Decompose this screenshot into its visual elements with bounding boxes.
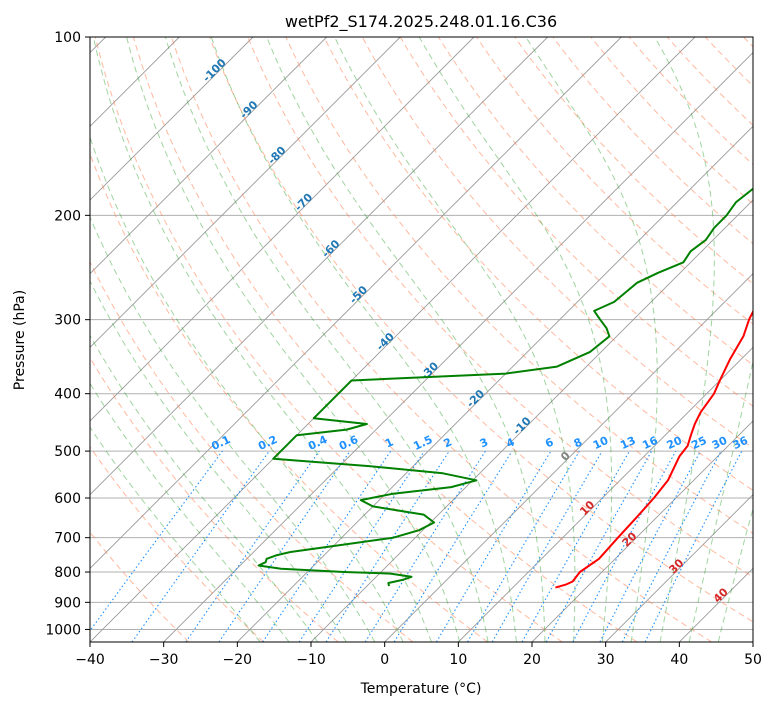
x-tick-label: 40 bbox=[670, 652, 688, 668]
isotherm-line bbox=[163, 52, 753, 642]
mixing-ratio-label: 25 bbox=[689, 434, 708, 452]
y-tick-label: 900 bbox=[54, 595, 81, 611]
y-tick-label: 600 bbox=[54, 491, 81, 507]
background-lines bbox=[90, 37, 753, 642]
sounding-profiles bbox=[257, 187, 753, 589]
dry-adiabat-line bbox=[132, 37, 638, 642]
y-tick-label: 100 bbox=[54, 30, 81, 46]
mixing-ratio-label: 20 bbox=[665, 434, 685, 452]
plot-area bbox=[90, 37, 753, 642]
axes: −40 −30 −20 −10 0 10 20 30 40 50 1000 900 800 700 600 5… bbox=[45, 30, 762, 668]
mixing-ratio-label: 13 bbox=[618, 434, 637, 452]
moist-adiabat-line bbox=[90, 135, 404, 642]
isotherm-line bbox=[531, 420, 753, 642]
mixing-ratio-line bbox=[521, 450, 630, 642]
dry-adiabat-line bbox=[90, 446, 264, 642]
isotherm-line bbox=[90, 37, 622, 569]
mixing-ratio-line bbox=[393, 450, 513, 642]
dewpoint-profile-line bbox=[257, 187, 753, 587]
dry-adiabat-line bbox=[247, 37, 753, 578]
isotherm-line bbox=[458, 346, 753, 642]
moist-adiabat-line bbox=[164, 37, 489, 642]
mixing-ratio-line bbox=[325, 450, 450, 642]
dry-adiabat-line bbox=[285, 37, 753, 535]
dry-adiabat-line bbox=[90, 260, 414, 642]
isotherm-line bbox=[237, 125, 753, 642]
isotherm-line bbox=[90, 37, 696, 642]
isotherm-line bbox=[90, 37, 254, 201]
y-tick-label: 200 bbox=[54, 208, 81, 224]
mixing-ratio-line bbox=[262, 450, 392, 642]
dry-adiabat-line bbox=[514, 37, 753, 285]
y-axis-label: Pressure (hPa) bbox=[12, 290, 28, 390]
dry-adiabat-line bbox=[171, 37, 712, 642]
dry-adiabat-line bbox=[94, 37, 563, 642]
moist-adiabat-line bbox=[92, 37, 432, 642]
x-tick-label: 30 bbox=[597, 652, 615, 668]
mixing-ratio-label: 30 bbox=[710, 434, 730, 452]
moist-adiabat-line bbox=[266, 37, 546, 642]
moist-adiabat-line bbox=[418, 37, 613, 642]
y-tick-label: 400 bbox=[54, 387, 81, 403]
x-tick-label: 0 bbox=[380, 652, 389, 668]
x-tick-label: −40 bbox=[75, 652, 105, 668]
mixing-ratio-label: 16 bbox=[640, 434, 660, 452]
moist-adiabat-line bbox=[90, 334, 319, 642]
isotherm-line bbox=[90, 37, 475, 422]
moist-adiabat-line bbox=[717, 506, 753, 642]
x-tick-label: 50 bbox=[744, 652, 762, 668]
x-tick-label: 10 bbox=[449, 652, 467, 668]
y-tick-label: 300 bbox=[54, 313, 81, 329]
mixing-ratio-line bbox=[218, 450, 351, 642]
y-tick-label: 1000 bbox=[45, 622, 81, 638]
x-tick-label: 20 bbox=[523, 652, 541, 668]
x-tick-label: −20 bbox=[223, 652, 253, 668]
isotherm-line bbox=[90, 37, 548, 496]
moist-adiabat-line bbox=[334, 37, 576, 642]
moist-adiabat-line bbox=[525, 37, 658, 642]
mixing-ratio-line bbox=[644, 450, 743, 642]
dry-adiabat-line bbox=[323, 37, 753, 491]
x-tick-label: −10 bbox=[296, 652, 326, 668]
mixing-ratio-line bbox=[545, 450, 653, 642]
isotherm-line bbox=[90, 37, 327, 275]
plot-frame bbox=[89, 36, 754, 643]
dry-adiabat-line bbox=[476, 37, 753, 325]
moist-adiabat-line bbox=[688, 358, 753, 642]
moist-adiabat-line bbox=[126, 37, 461, 642]
mixing-ratio-line bbox=[90, 450, 223, 632]
dry-adiabat-line bbox=[90, 356, 339, 642]
isotherm-line bbox=[384, 273, 753, 642]
y-tick-label: 700 bbox=[54, 531, 81, 547]
mixing-ratio-label: 36 bbox=[731, 434, 751, 452]
moist-adiabat-line bbox=[210, 37, 517, 642]
chart-title: wetPf2_S174.2025.248.01.16.C36 bbox=[285, 12, 557, 32]
mixing-ratio-line bbox=[131, 450, 270, 642]
x-tick-label: −30 bbox=[149, 652, 179, 668]
isotherm-line bbox=[605, 494, 753, 642]
y-tick-label: 500 bbox=[54, 444, 81, 460]
moist-adiabat-line bbox=[90, 426, 261, 642]
mixing-ratio-line bbox=[572, 450, 677, 642]
dry-adiabat-line bbox=[209, 37, 753, 623]
mixing-ratio-line bbox=[298, 450, 425, 642]
moist-adiabat-line bbox=[90, 382, 290, 642]
x-axis-label: Temperature (°C) bbox=[360, 681, 482, 697]
mixing-ratio-label: 10 bbox=[591, 434, 611, 452]
temperature-profile-line bbox=[555, 309, 753, 589]
moist-adiabat-line bbox=[654, 37, 715, 642]
moist-adiabat-line bbox=[90, 215, 376, 642]
y-tick-label: 800 bbox=[54, 565, 81, 581]
mixing-ratio-line bbox=[185, 450, 320, 642]
isotherm-line bbox=[90, 37, 401, 348]
